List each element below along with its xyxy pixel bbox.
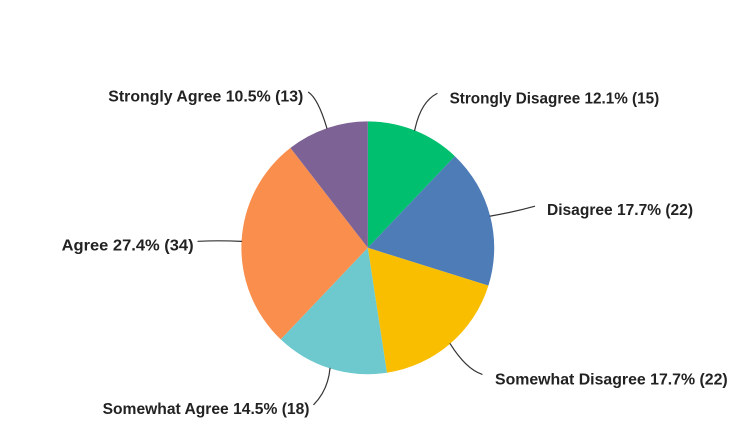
svg-text:Somewhat Disagree 17.7% (22): Somewhat Disagree 17.7% (22) xyxy=(495,372,728,389)
svg-text:Strongly Agree 10.5% (13): Strongly Agree 10.5% (13) xyxy=(108,89,303,106)
svg-text:Somewhat Agree 14.5% (18): Somewhat Agree 14.5% (18) xyxy=(103,401,310,418)
svg-text:Agree 27.4% (34): Agree 27.4% (34) xyxy=(62,238,194,255)
svg-text:Disagree 17.7% (22): Disagree 17.7% (22) xyxy=(547,202,693,219)
svg-text:Strongly Disagree 12.1% (15): Strongly Disagree 12.1% (15) xyxy=(450,91,660,108)
